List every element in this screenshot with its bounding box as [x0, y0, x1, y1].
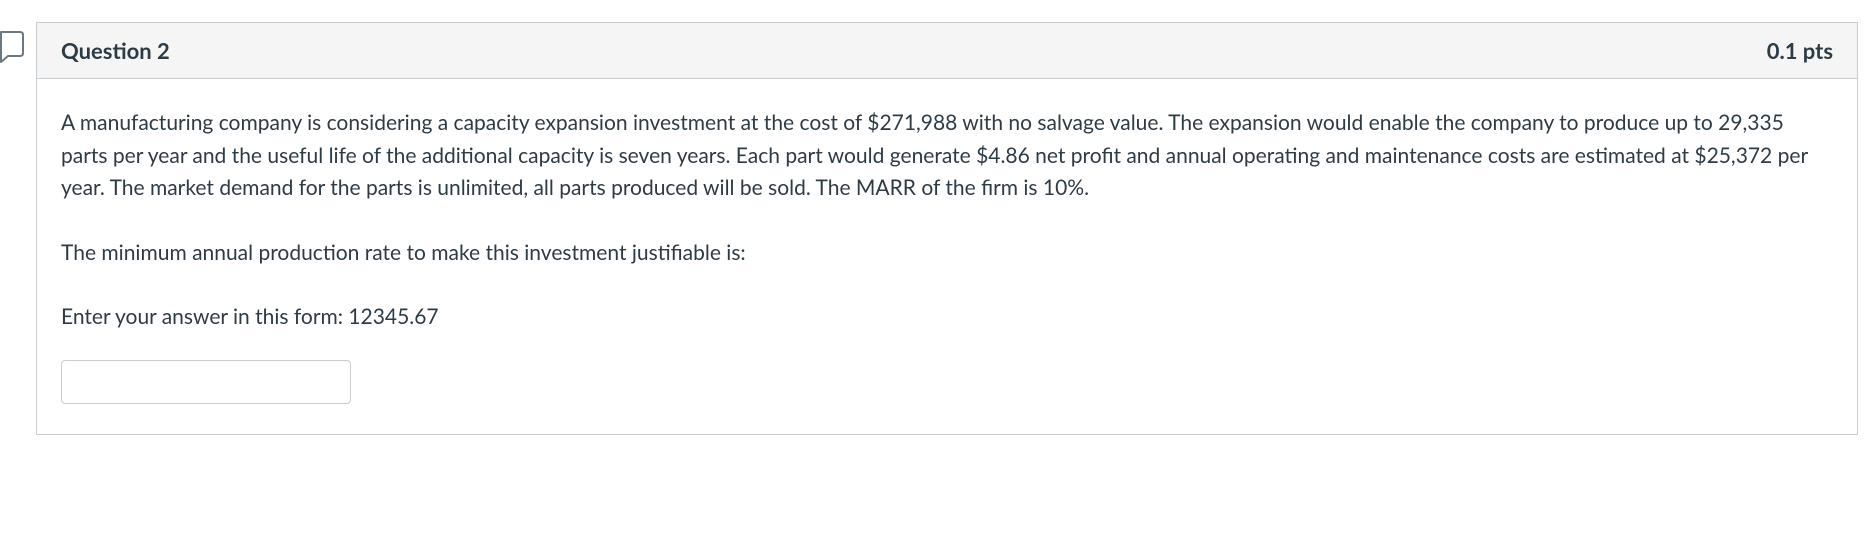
question-card: Question 2 0.1 pts A manufacturing compa… — [36, 22, 1858, 435]
question-points: 0.1 pts — [1767, 37, 1833, 64]
question-nav-indicator[interactable] — [0, 31, 24, 63]
speech-bubble-icon — [0, 31, 24, 63]
question-paragraph-2: The minimum annual production rate to ma… — [61, 237, 1833, 270]
question-header: Question 2 0.1 pts — [37, 23, 1857, 79]
question-body: A manufacturing company is considering a… — [37, 79, 1857, 434]
question-text: A manufacturing company is considering a… — [61, 107, 1833, 334]
question-paragraph-3: Enter your answer in this form: 12345.67 — [61, 301, 1833, 334]
answer-input[interactable] — [61, 360, 351, 404]
question-title: Question 2 — [61, 37, 170, 64]
question-paragraph-1: A manufacturing company is considering a… — [61, 107, 1833, 205]
